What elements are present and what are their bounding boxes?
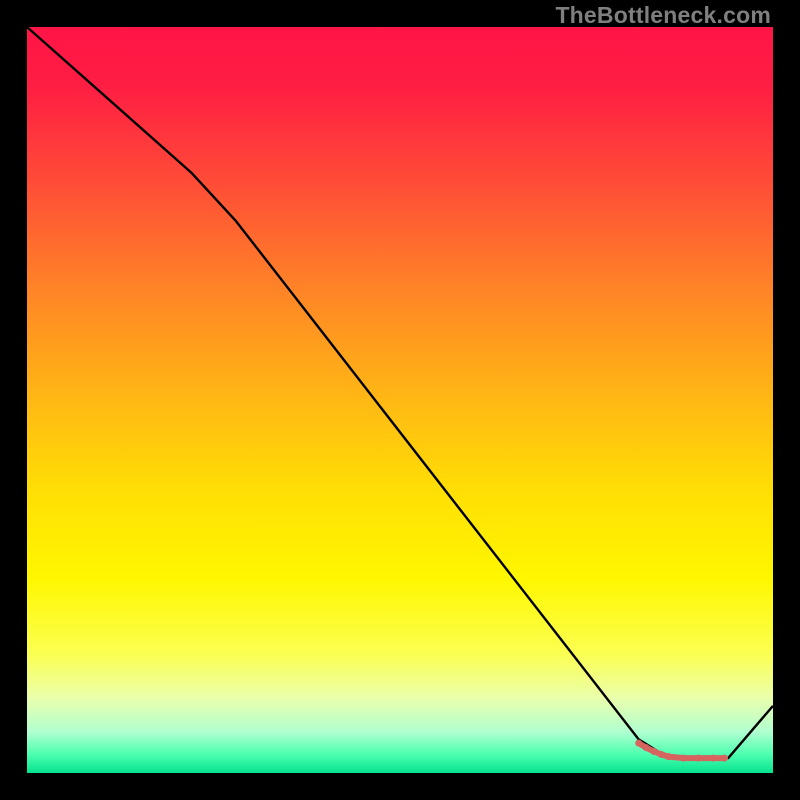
line-overlay bbox=[0, 0, 800, 800]
highlight-dot bbox=[695, 755, 702, 762]
highlight-dot bbox=[680, 755, 687, 762]
highlight-dot bbox=[635, 740, 642, 747]
chart-container: TheBottleneck.com bbox=[0, 0, 800, 800]
highlight-dot bbox=[721, 755, 728, 762]
watermark-text: TheBottleneck.com bbox=[555, 2, 771, 29]
highlight-dot bbox=[710, 755, 717, 762]
highlight-dot bbox=[658, 751, 665, 758]
highlight-dot bbox=[650, 748, 657, 755]
highlight-dot bbox=[643, 744, 650, 751]
highlight-dot bbox=[665, 753, 672, 760]
main-line bbox=[27, 27, 773, 758]
